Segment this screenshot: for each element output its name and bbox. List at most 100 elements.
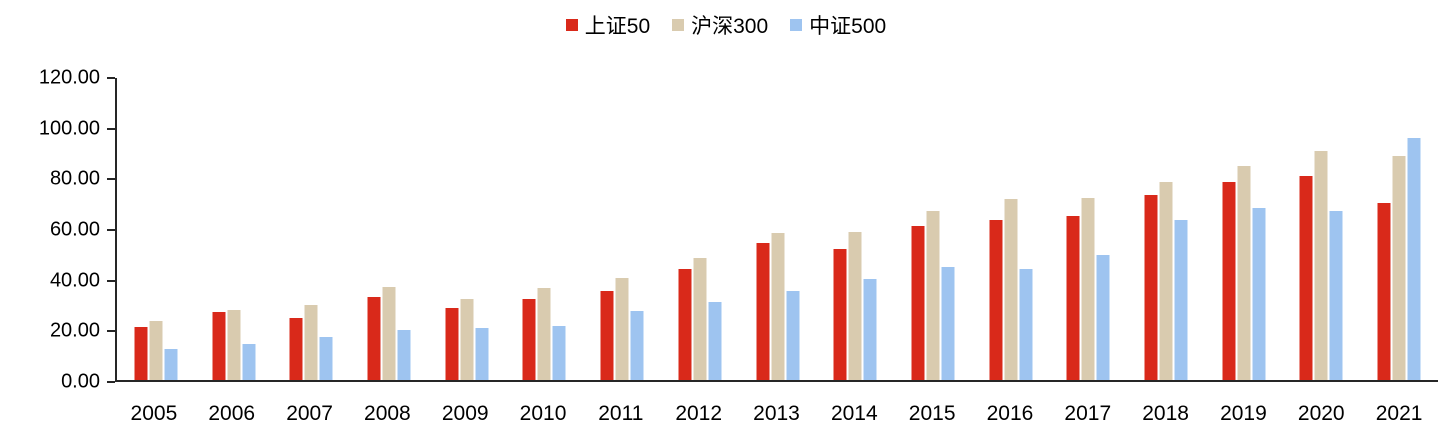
x-axis-label: 2006 <box>208 402 256 425</box>
bar <box>833 249 847 380</box>
bar-group <box>678 257 722 380</box>
chart-legend: 上证50 沪深300 中证500 <box>0 10 1452 40</box>
x-axis-label: 2013 <box>753 402 800 425</box>
y-axis-tick-label: 0.00 <box>61 370 100 393</box>
bar <box>678 269 692 380</box>
bar <box>786 290 799 380</box>
bar <box>242 343 256 380</box>
bar-group <box>1222 166 1266 380</box>
legend-label-shangzheng50: 上证50 <box>584 15 651 38</box>
bar-group <box>1066 197 1110 380</box>
bar <box>1096 255 1110 380</box>
bar <box>149 320 163 380</box>
plot-area <box>115 78 1438 382</box>
bar <box>1299 176 1313 380</box>
x-axis-label: 2021 <box>1375 402 1423 425</box>
y-axis-tick-mark <box>107 127 115 130</box>
bar <box>304 304 318 380</box>
y-axis-tick-label: 80.00 <box>49 167 100 190</box>
bar-group <box>289 304 333 380</box>
bar <box>1237 166 1251 380</box>
bar <box>164 348 178 380</box>
bar <box>756 242 769 380</box>
bar <box>475 328 489 380</box>
y-axis-labels: 0.00 20.00 40.00 60.00 80.00 100.00 120.00 <box>0 67 100 393</box>
bar-group <box>756 232 799 380</box>
bar <box>397 329 411 380</box>
x-axis-label: 2016 <box>986 402 1034 425</box>
x-axis-label: 2017 <box>1064 402 1112 425</box>
legend-swatch-zhongzheng500 <box>790 19 803 31</box>
bar <box>863 279 877 380</box>
y-axis-tick-label: 60.00 <box>49 218 100 241</box>
bar <box>600 290 614 380</box>
y-axis-tick-label: 120.00 <box>38 66 100 89</box>
bar <box>771 232 784 380</box>
bar <box>911 226 925 380</box>
bar-group <box>989 198 1033 380</box>
y-axis-tick-label: 40.00 <box>49 269 100 292</box>
x-axis-label: 2008 <box>364 402 411 425</box>
bar-group <box>600 278 644 380</box>
bar <box>1329 211 1343 380</box>
bar <box>445 308 459 380</box>
y-axis-tick-mark <box>107 229 115 231</box>
bar-group <box>522 288 566 380</box>
bar <box>1392 156 1406 380</box>
bar <box>1081 197 1095 380</box>
x-axis-label: 2015 <box>908 402 956 425</box>
bar-group <box>1299 150 1343 380</box>
bar-group <box>833 231 877 380</box>
y-axis-tick-mark <box>107 330 115 333</box>
bar <box>1066 216 1080 380</box>
bar <box>941 266 955 380</box>
y-axis-tick-mark <box>107 77 115 79</box>
legend-label-hushen300: 沪深300 <box>691 15 769 38</box>
bar <box>1314 150 1328 380</box>
x-axis-label: 2005 <box>130 402 178 425</box>
bar <box>382 286 396 380</box>
bar <box>926 211 940 380</box>
legend-label-zhongzheng500: 中证500 <box>809 15 887 38</box>
y-axis-tick-mark <box>107 279 115 282</box>
bar <box>227 309 241 380</box>
legend-swatch-hushen300 <box>672 19 685 31</box>
bar <box>522 299 536 380</box>
y-axis-tick-mark <box>107 178 115 181</box>
legend-swatch-shangzheng50 <box>565 19 578 31</box>
bar <box>552 325 566 380</box>
x-axis-label: 2010 <box>519 402 567 425</box>
legend-item-zhongzheng500: 中证500 <box>790 10 886 40</box>
x-axis-label: 2007 <box>286 402 333 425</box>
bar <box>289 318 303 380</box>
bar <box>1174 220 1188 380</box>
legend-item-hushen300: 沪深300 <box>672 10 768 40</box>
bar <box>615 278 629 380</box>
bar-group <box>1144 182 1188 380</box>
y-axis-ticks <box>107 77 115 383</box>
bar <box>1159 182 1173 380</box>
bar <box>212 312 226 380</box>
bar <box>460 299 474 380</box>
bar <box>134 327 148 380</box>
bar <box>630 310 644 380</box>
y-axis-tick-label: 20.00 <box>49 319 100 342</box>
bar <box>848 231 862 380</box>
x-axis-labels: 2005 2006 2007 2008 2009 2010 2011 2012 2013 2014… <box>115 398 1438 426</box>
bar-group <box>1377 138 1421 380</box>
x-axis-label: 2019 <box>1220 402 1267 425</box>
bar <box>1377 202 1391 380</box>
bar <box>367 296 381 380</box>
bar <box>1004 198 1018 380</box>
x-axis-label: 2012 <box>675 402 723 425</box>
bar <box>1144 195 1158 380</box>
bar-group <box>134 320 178 380</box>
bar <box>319 337 333 380</box>
bar-group <box>212 309 256 380</box>
legend-item-shangzheng50: 上证50 <box>565 10 651 40</box>
bar <box>1222 182 1236 380</box>
bar <box>1019 269 1033 380</box>
x-axis-label: 2011 <box>598 402 644 425</box>
bar-group <box>367 286 411 380</box>
bar-group <box>911 211 955 380</box>
